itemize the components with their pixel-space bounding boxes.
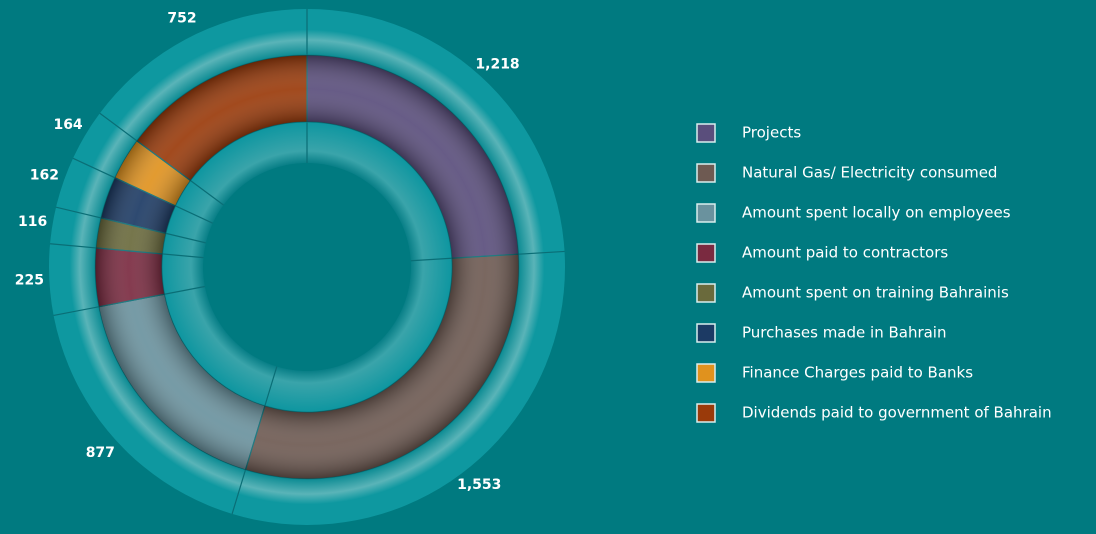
legend-swatch — [696, 323, 716, 343]
legend-label: Dividends paid to government of Bahrain — [742, 404, 1052, 422]
legend-swatch — [696, 243, 716, 263]
center — [203, 163, 411, 371]
legend-swatch — [696, 123, 716, 143]
data-label: 1,218 — [475, 57, 519, 73]
legend-swatch — [696, 403, 716, 423]
data-label: 162 — [30, 168, 59, 184]
legend-label: Natural Gas/ Electricity consumed — [742, 164, 997, 182]
legend-label: Purchases made in Bahrain — [742, 324, 947, 342]
data-label: 877 — [86, 445, 115, 461]
data-label: 752 — [167, 11, 196, 27]
data-label: 1,553 — [457, 477, 501, 493]
legend-label: Amount spent locally on employees — [742, 204, 1011, 222]
legend-label: Finance Charges paid to Banks — [742, 364, 973, 382]
legend-swatch — [696, 283, 716, 303]
legend-label: Amount spent on training Bahrainis — [742, 284, 1009, 302]
data-label: 164 — [53, 117, 82, 133]
legend-swatch — [696, 203, 716, 223]
legend-swatch — [696, 163, 716, 183]
data-label: 116 — [18, 214, 47, 230]
legend-swatch — [696, 363, 716, 383]
legend-label: Projects — [742, 124, 801, 142]
legend-label: Amount paid to contractors — [742, 244, 948, 262]
data-label: 225 — [15, 273, 44, 289]
